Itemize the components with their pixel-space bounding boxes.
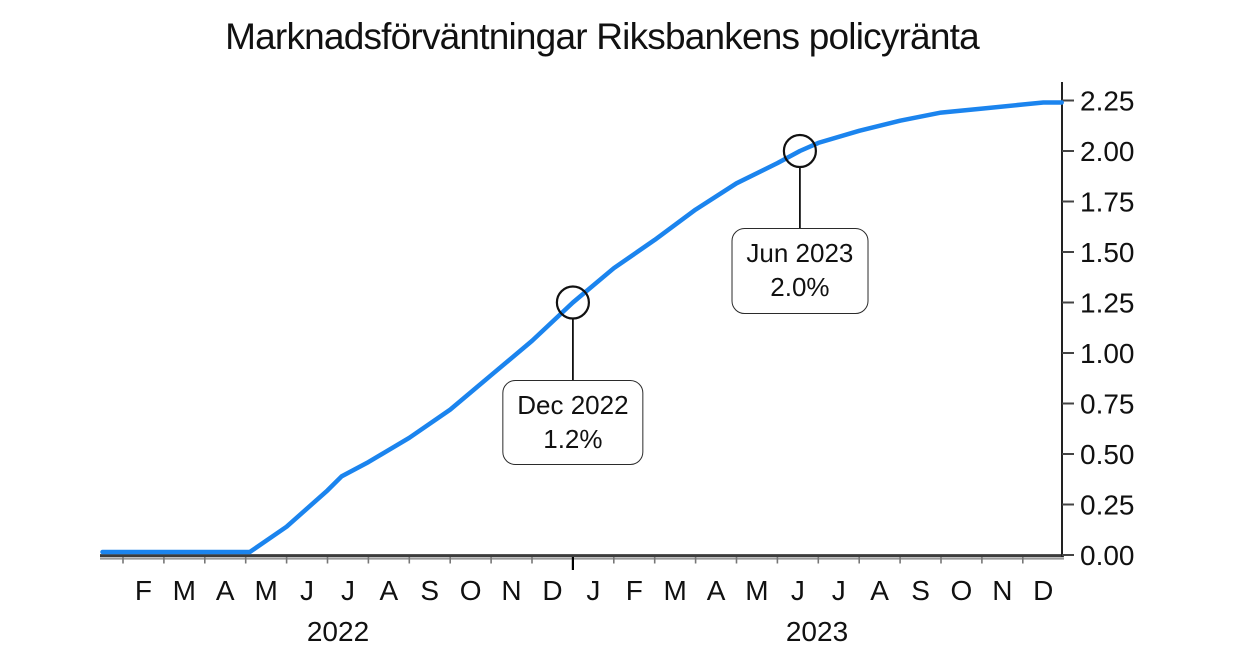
x-axis-month-label: M <box>173 575 196 606</box>
y-tick-label: 0.50 <box>1080 439 1135 470</box>
annotation-value: 2.0% <box>770 272 830 303</box>
x-axis-month-label: N <box>992 575 1012 606</box>
x-axis-month-label: J <box>832 575 846 606</box>
y-tick-label: 2.00 <box>1080 136 1135 167</box>
y-tick-label: 1.25 <box>1080 288 1135 319</box>
x-axis-month-label: A <box>707 575 726 606</box>
annotation-marker-circle <box>555 285 591 320</box>
annotation-title: Dec 2022 <box>517 389 629 420</box>
y-tick-label: 1.75 <box>1080 187 1135 218</box>
x-axis-month-label: D <box>1033 575 1053 606</box>
x-axis-month-label: O <box>951 575 973 606</box>
x-axis-month-label: A <box>870 575 889 606</box>
annotation-value: 1.2% <box>543 423 603 454</box>
x-axis-month-label: F <box>626 575 643 606</box>
chart-title: Marknadsförväntningar Riksbankens policy… <box>225 16 980 57</box>
x-axis-month-label: F <box>135 575 152 606</box>
x-axis-month-label: S <box>911 575 930 606</box>
x-axis-month-label: M <box>254 575 277 606</box>
y-tick-label: 0.75 <box>1080 389 1135 420</box>
x-axis-month-label: A <box>216 575 235 606</box>
x-axis-month-label: J <box>791 575 805 606</box>
annotation-callout-dec-2022: Dec 2022 1.2% <box>502 379 644 466</box>
annotation-callout-jun-2023: Jun 2023 2.0% <box>731 228 869 314</box>
x-axis-month-label: J <box>586 575 600 606</box>
y-tick-label: 1.00 <box>1080 338 1135 369</box>
x-axis-month-label: N <box>501 575 521 606</box>
x-axis-year-label-2023: 2023 <box>785 616 849 647</box>
policy-rate-line <box>100 100 1064 555</box>
x-axis-month-label: J <box>300 575 314 606</box>
x-axis-month-label: J <box>341 575 355 606</box>
y-tick-label: 1.50 <box>1080 237 1135 268</box>
annotation-marker-circle <box>782 133 817 169</box>
x-axis-month-label: D <box>542 575 562 606</box>
y-tick-label: 0.00 <box>1080 540 1135 571</box>
annotation-title: Jun 2023 <box>746 238 854 268</box>
x-axis-month-label: M <box>745 575 768 606</box>
x-axis-year-label-2022: 2022 <box>306 616 370 647</box>
x-axis-month-label: A <box>380 575 399 606</box>
x-axis-month-label: O <box>460 575 482 606</box>
y-tick-label: 2.25 <box>1080 86 1135 117</box>
x-axis-month-label: S <box>420 575 439 606</box>
x-axis-month-label: M <box>663 575 686 606</box>
y-tick-label: 0.25 <box>1080 490 1135 521</box>
